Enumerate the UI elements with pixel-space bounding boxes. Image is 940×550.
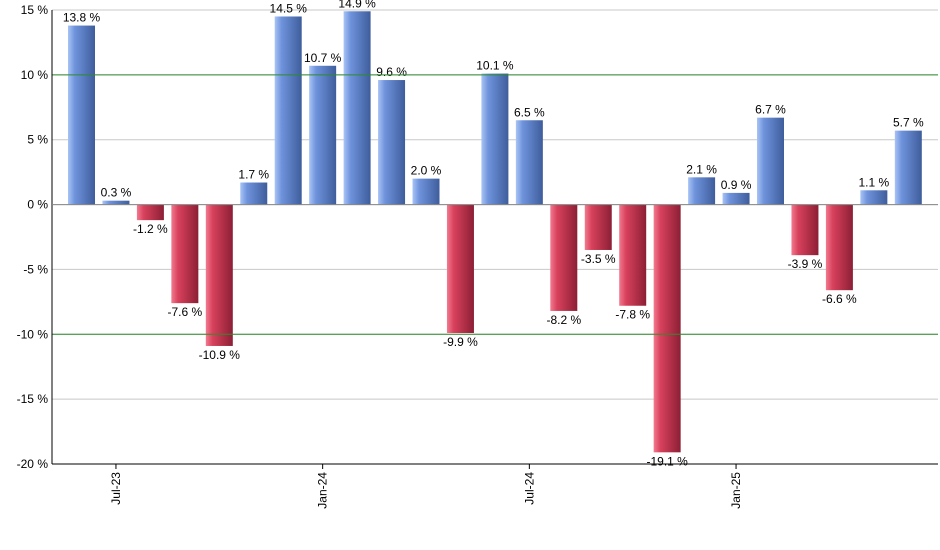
data-label: 0.3 % — [101, 186, 132, 200]
data-label: -9.9 % — [443, 335, 478, 349]
y-tick-label: -15 % — [17, 392, 49, 406]
data-label: -3.5 % — [581, 252, 616, 266]
bar-Jun-24 — [481, 73, 509, 205]
bar-Sep-24 — [584, 204, 612, 250]
y-tick-label: -20 % — [17, 457, 49, 471]
bar-May-25 — [860, 190, 888, 205]
bar-Jan-24 — [309, 65, 337, 205]
bar-Oct-23 — [205, 204, 233, 346]
bar-Feb-24 — [343, 11, 371, 205]
bar-Nov-24 — [653, 204, 681, 453]
data-label: 10.7 % — [304, 51, 342, 65]
bar-Aug-23 — [136, 204, 164, 221]
data-label: -19.1 % — [646, 454, 688, 468]
data-label: -3.9 % — [788, 257, 823, 271]
bar-Aug-24 — [550, 204, 578, 311]
data-label: 14.9 % — [338, 0, 376, 10]
y-tick-label: -5 % — [23, 262, 48, 276]
bar-Feb-25 — [757, 117, 784, 205]
bar-Mar-24 — [378, 80, 406, 205]
data-label: 6.7 % — [755, 103, 786, 117]
data-label: 13.8 % — [63, 11, 101, 25]
bar-Jan-25 — [722, 192, 750, 205]
bar-Oct-24 — [619, 204, 647, 306]
bar-Apr-25 — [825, 204, 853, 291]
bar-Jul-24 — [515, 120, 543, 205]
y-tick-label: 15 % — [21, 3, 49, 17]
data-label: 10.1 % — [476, 59, 514, 73]
reference-lines — [52, 74, 938, 335]
data-label: 9.6 % — [376, 65, 407, 79]
bars — [68, 11, 922, 453]
bar-May-24 — [446, 204, 474, 333]
y-tick-label: -10 % — [17, 327, 49, 341]
bar-Sep-23 — [171, 204, 199, 304]
data-label: -6.6 % — [822, 292, 857, 306]
y-tick-label: 5 % — [27, 133, 48, 147]
data-label: 14.5 % — [270, 1, 308, 15]
data-label: 1.7 % — [238, 168, 269, 182]
bar-Jun-23 — [68, 25, 95, 205]
bar-Dec-24 — [688, 177, 716, 205]
x-tick-label: Jul-24 — [522, 472, 536, 505]
data-label: -7.8 % — [615, 308, 650, 322]
data-label: 6.5 % — [514, 105, 545, 119]
data-label: 0.9 % — [721, 178, 752, 192]
x-axis-ticks: Jul-23 Jan-24 Jul-24 Jan-25 — [109, 464, 743, 509]
data-label: 5.7 % — [893, 116, 924, 130]
x-tick-label: Jan-24 — [316, 472, 330, 509]
data-label: -8.2 % — [546, 313, 581, 327]
bar-Apr-24 — [412, 178, 440, 205]
data-label: -7.6 % — [168, 305, 203, 319]
data-label: -10.9 % — [199, 348, 241, 362]
bar-Nov-23 — [240, 182, 268, 205]
x-tick-label: Jul-23 — [109, 472, 123, 505]
y-axis-ticks: 15 % 10 % 5 % 0 % -5 % -10 % -15 % -20 % — [17, 3, 49, 471]
bar-Dec-23 — [274, 16, 302, 205]
y-tick-label: 10 % — [21, 68, 49, 82]
data-label: 2.0 % — [411, 164, 442, 178]
bar-Jun-25 — [894, 130, 922, 205]
x-tick-label: Jan-25 — [729, 472, 743, 509]
data-label: -1.2 % — [133, 222, 168, 236]
data-label: 1.1 % — [859, 175, 890, 189]
data-label: 2.1 % — [686, 162, 717, 176]
y-tick-label: 0 % — [27, 198, 48, 212]
data-labels: 13.8 % 0.3 % -1.2 % -7.6 % -10.9 % 1.7 % 14.5 … — [63, 0, 924, 468]
bar-Mar-25 — [791, 204, 819, 256]
axes — [51, 10, 938, 465]
bar-Jul-23 — [102, 200, 130, 205]
